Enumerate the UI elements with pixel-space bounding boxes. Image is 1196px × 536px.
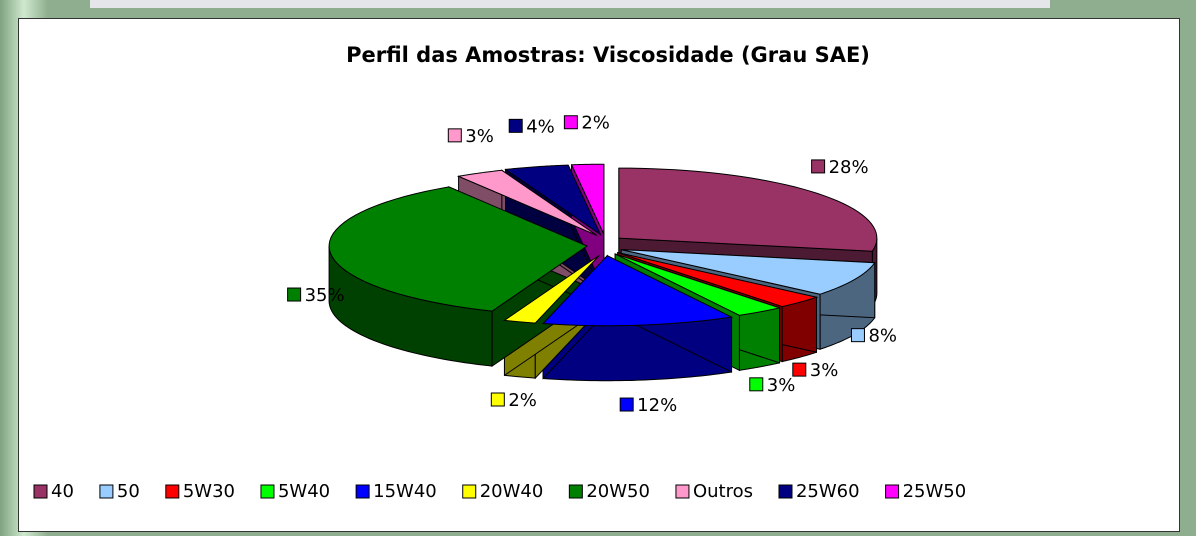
data-label-key <box>792 362 807 377</box>
data-label: 2% <box>508 390 537 411</box>
data-label-key <box>563 115 578 130</box>
data-label-key <box>811 159 826 174</box>
data-label-key <box>850 328 865 343</box>
legend-label: 20W50 <box>586 481 650 502</box>
legend-label: 25W50 <box>903 481 967 502</box>
legend-label: Outros <box>693 481 753 502</box>
pie-slice <box>504 164 602 236</box>
data-label: 12% <box>637 395 677 416</box>
legend-key <box>99 484 114 499</box>
data-label-key <box>508 118 523 133</box>
legend-key <box>568 484 583 499</box>
pie-slice <box>614 253 782 316</box>
legend-label: 20W40 <box>480 481 544 502</box>
legend-key <box>33 484 48 499</box>
legend-label: 50 <box>117 481 140 502</box>
pie-slice <box>542 255 734 327</box>
data-label-key <box>749 377 764 392</box>
legend-key <box>165 484 180 499</box>
legend-key <box>885 484 900 499</box>
data-label-key <box>619 397 634 412</box>
data-label: 3% <box>810 360 839 381</box>
legend-key <box>355 484 370 499</box>
data-label-key <box>287 287 302 302</box>
data-label-key <box>490 392 505 407</box>
legend-key <box>675 484 690 499</box>
data-label: 4% <box>526 116 555 137</box>
pie-slice <box>618 167 878 252</box>
data-label: 28% <box>829 157 869 178</box>
pie-slice <box>503 254 600 324</box>
legend-label: 40 <box>51 481 74 502</box>
legend-key <box>260 484 275 499</box>
pie-slice <box>570 163 605 235</box>
legend-label: 5W40 <box>278 481 330 502</box>
data-label: 8% <box>868 326 897 347</box>
legend-key <box>462 484 477 499</box>
data-label: 3% <box>465 126 494 147</box>
pie-slice <box>621 249 876 295</box>
data-label-key <box>447 128 462 143</box>
pie-slice <box>456 169 598 236</box>
data-label: 2% <box>581 113 610 134</box>
data-label: 3% <box>767 375 796 396</box>
legend-label: 15W40 <box>373 481 437 502</box>
pie-slice <box>617 252 819 308</box>
pie-slice <box>328 186 589 312</box>
pie-tops <box>328 163 878 327</box>
legend-key <box>778 484 793 499</box>
legend-label: 5W30 <box>183 481 235 502</box>
chart-title: Perfil das Amostras: Viscosidade (Grau S… <box>346 43 870 67</box>
data-label: 35% <box>305 285 345 306</box>
legend-label: 25W60 <box>796 481 860 502</box>
top-strip <box>90 0 1050 8</box>
